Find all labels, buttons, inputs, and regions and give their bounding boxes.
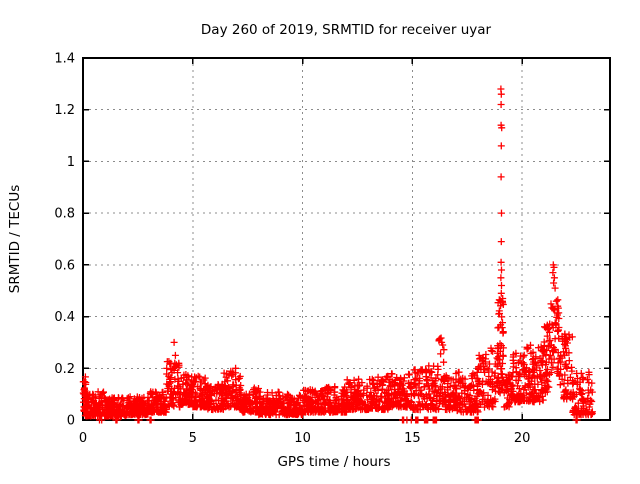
x-tick-label: 10 xyxy=(294,431,311,446)
chart-title: Day 260 of 2019, SRMTID for receiver uya… xyxy=(201,22,492,38)
y-axis-label: SRMTID / TECUs xyxy=(7,185,23,293)
axis-tick-labels: 0 5 10 15 20 0 0.2 0.4 0.6 0.8 1 1.2 1.4 xyxy=(54,52,530,447)
x-tick-label: 5 xyxy=(189,431,197,446)
x-tick-label: 20 xyxy=(514,431,531,446)
data-points xyxy=(79,85,596,424)
y-tick-label: 0.8 xyxy=(54,207,75,222)
plot-border-rect xyxy=(82,57,611,421)
scatter-plus-markers xyxy=(79,85,596,424)
x-tick-label: 0 xyxy=(79,431,87,446)
x-axis-label: GPS time / hours xyxy=(277,454,390,470)
axis-ticks xyxy=(82,57,610,421)
plot-border xyxy=(82,57,611,421)
gridlines xyxy=(83,58,610,420)
y-tick-label: 1.4 xyxy=(54,52,75,67)
y-tick-label: 0.6 xyxy=(54,258,75,273)
x-tick-label: 15 xyxy=(404,431,421,446)
y-tick-label: 1 xyxy=(67,155,75,170)
y-tick-label: 0.2 xyxy=(54,362,75,377)
y-tick-label: 1.2 xyxy=(54,103,75,118)
y-tick-label: 0 xyxy=(67,414,75,429)
y-tick-label: 0.4 xyxy=(54,310,75,325)
